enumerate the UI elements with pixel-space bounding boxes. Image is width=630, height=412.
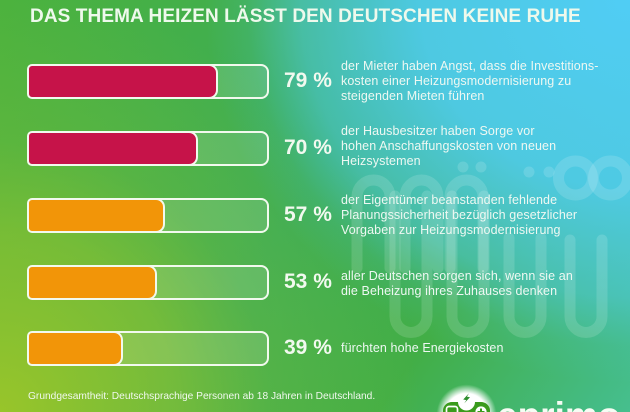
- svg-text:eprimo: eprimo: [497, 395, 620, 412]
